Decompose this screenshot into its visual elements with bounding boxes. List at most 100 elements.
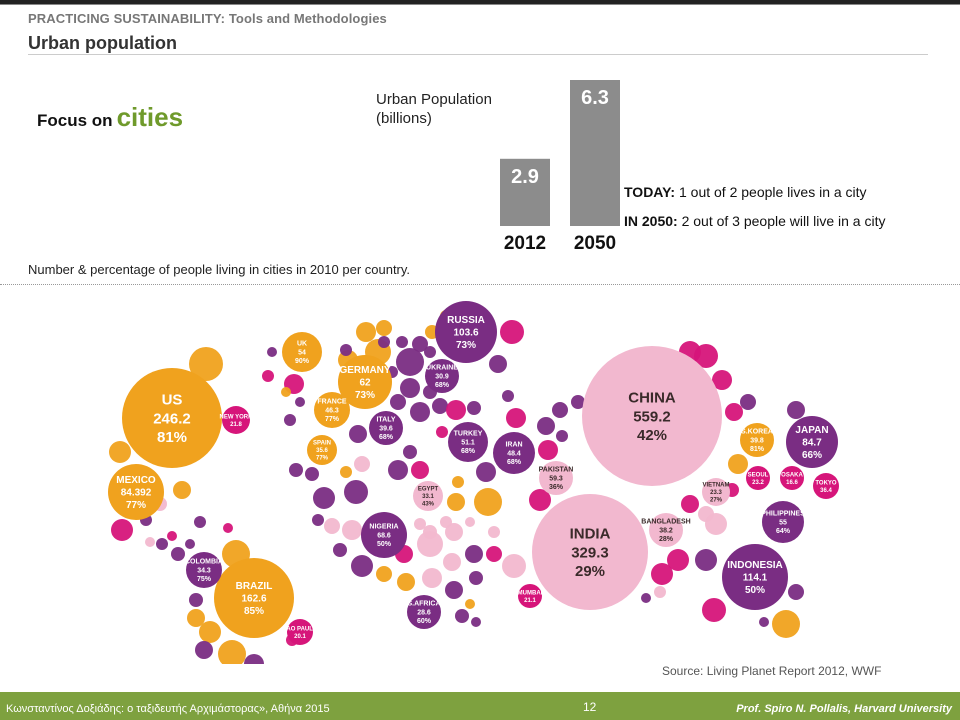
minor-country-bubble bbox=[455, 609, 469, 623]
country-bubble-label: 68% bbox=[379, 434, 394, 441]
country-bubble: JAPAN 84.766% bbox=[786, 416, 838, 468]
page-number: 12 bbox=[583, 700, 597, 714]
future-fact: IN 2050: 2 out of 3 people will live in … bbox=[624, 213, 885, 229]
country-bubble: INDONESIA 114.150% bbox=[722, 544, 788, 610]
country-bubble-label: SPAIN bbox=[313, 441, 331, 447]
country-bubble-label: 81% bbox=[750, 446, 765, 453]
country-bubble-label: MEXICO bbox=[116, 475, 156, 486]
bar-value-label: 2.9 bbox=[511, 166, 539, 188]
minor-country-bubble bbox=[571, 395, 585, 409]
future-label: IN 2050: bbox=[624, 213, 678, 229]
minor-country-bubble bbox=[469, 571, 483, 585]
today-text: 1 out of 2 people lives in a city bbox=[678, 184, 867, 200]
footer-bar: Κωνσταντίνος Δοξιάδης: ο ταξιδευτής Αρχι… bbox=[0, 692, 960, 720]
country-bubble-label: 39.8 bbox=[750, 437, 764, 444]
minor-country-bubble bbox=[342, 520, 362, 540]
country-bubble-label: 84.392 bbox=[121, 488, 152, 499]
minor-country-bubble bbox=[218, 640, 246, 664]
country-bubble-circle bbox=[746, 466, 770, 490]
minor-country-bubble bbox=[694, 344, 718, 368]
minor-country-bubble bbox=[284, 414, 296, 426]
country-bubble-circle bbox=[361, 512, 407, 558]
country-bubble: OSAKA 16.6 bbox=[780, 466, 804, 490]
country-bubble-circle bbox=[425, 359, 459, 393]
country-bubble-label: 68% bbox=[435, 382, 450, 389]
country-bubble-label: 68% bbox=[461, 448, 476, 455]
minor-country-bubble bbox=[465, 517, 475, 527]
country-bubble-label: 38.2 bbox=[659, 527, 673, 534]
country-bubble-label: 329.3 bbox=[571, 544, 609, 561]
minor-country-bubble bbox=[788, 584, 804, 600]
country-bubble-label: VIETNAM bbox=[703, 483, 730, 489]
country-bubble-circle bbox=[282, 332, 322, 372]
country-bubble-label: PHILIPPINES bbox=[761, 511, 805, 518]
country-bubble-label: 103.6 bbox=[453, 328, 478, 339]
country-bubble: NEW YORK 21.8 bbox=[220, 406, 253, 434]
country-bubble-label: 75% bbox=[197, 576, 212, 583]
minor-country-bubble bbox=[759, 617, 769, 627]
country-bubble-label: 73% bbox=[456, 340, 476, 351]
country-bubble-label: CHINA bbox=[628, 390, 676, 407]
footer-right-text: Prof. Spiro N. Pollalis, Harvard Univers… bbox=[736, 703, 952, 715]
minor-country-bubble bbox=[446, 400, 466, 420]
country-bubble-label: MUMBAI bbox=[518, 590, 543, 596]
country-bubble-label: 16.6 bbox=[786, 480, 798, 486]
minor-country-bubble bbox=[194, 516, 206, 528]
country-bubble: RUSSIA 103.673% bbox=[435, 301, 497, 363]
country-bubble-label: 81% bbox=[157, 429, 187, 446]
minor-bubbles bbox=[109, 310, 805, 664]
minor-country-bubble bbox=[471, 617, 481, 627]
minor-country-bubble bbox=[281, 387, 291, 397]
country-bubble-label: 36% bbox=[549, 484, 564, 491]
minor-country-bubble bbox=[351, 555, 373, 577]
focus-heading: Focus on cities bbox=[37, 102, 183, 133]
minor-country-bubble bbox=[443, 553, 461, 571]
country-bubble-label: FRANCE bbox=[317, 399, 346, 406]
minor-country-bubble bbox=[712, 370, 732, 390]
minor-country-bubble bbox=[422, 568, 442, 588]
minor-country-bubble bbox=[417, 531, 443, 557]
minor-country-bubble bbox=[476, 462, 496, 482]
minor-country-bubble bbox=[552, 402, 568, 418]
country-bubble-circle bbox=[413, 481, 443, 511]
minor-country-bubble bbox=[244, 654, 264, 664]
minor-country-bubble bbox=[465, 599, 475, 609]
country-bubble-circle bbox=[287, 619, 313, 645]
country-bubble-label: EGYPT bbox=[418, 487, 439, 493]
country-bubble-label: 73% bbox=[355, 390, 375, 401]
country-bubble-label: GERMANY bbox=[339, 365, 390, 376]
country-bubble-label: 21.8 bbox=[230, 422, 242, 428]
country-bubble-label: BANGLADESH bbox=[641, 519, 690, 526]
minor-country-bubble bbox=[695, 549, 717, 571]
minor-country-bubble bbox=[740, 394, 756, 410]
country-bubble-label: 28.6 bbox=[417, 609, 431, 616]
minor-country-bubble bbox=[171, 547, 185, 561]
minor-country-bubble bbox=[772, 610, 800, 638]
minor-country-bubble bbox=[109, 441, 131, 463]
country-bubble-circle bbox=[435, 301, 497, 363]
country-bubble-label: 23.2 bbox=[752, 480, 764, 486]
minor-country-bubble bbox=[167, 531, 177, 541]
minor-country-bubble bbox=[667, 549, 689, 571]
country-bubble-label: 39.6 bbox=[379, 425, 393, 432]
country-bubble: TOKYO 36.4 bbox=[813, 473, 839, 499]
minor-country-bubble bbox=[388, 460, 408, 480]
future-text: 2 out of 3 people will live in a city bbox=[681, 213, 886, 229]
minor-country-bubble bbox=[376, 566, 392, 582]
minor-country-bubble bbox=[396, 348, 424, 376]
country-bubble-circle bbox=[532, 494, 648, 610]
minor-country-bubble bbox=[423, 525, 437, 539]
minor-country-bubble bbox=[267, 347, 277, 357]
urban-population-bar-chart: 2.9 2012 6.3 2050 bbox=[500, 80, 620, 254]
country-bubble-label: UKRAINE bbox=[426, 365, 458, 372]
minor-country-bubble bbox=[440, 516, 452, 528]
country-bubble: BRAZIL 162.685% bbox=[214, 558, 294, 638]
focus-prefix: Focus on bbox=[37, 111, 113, 130]
